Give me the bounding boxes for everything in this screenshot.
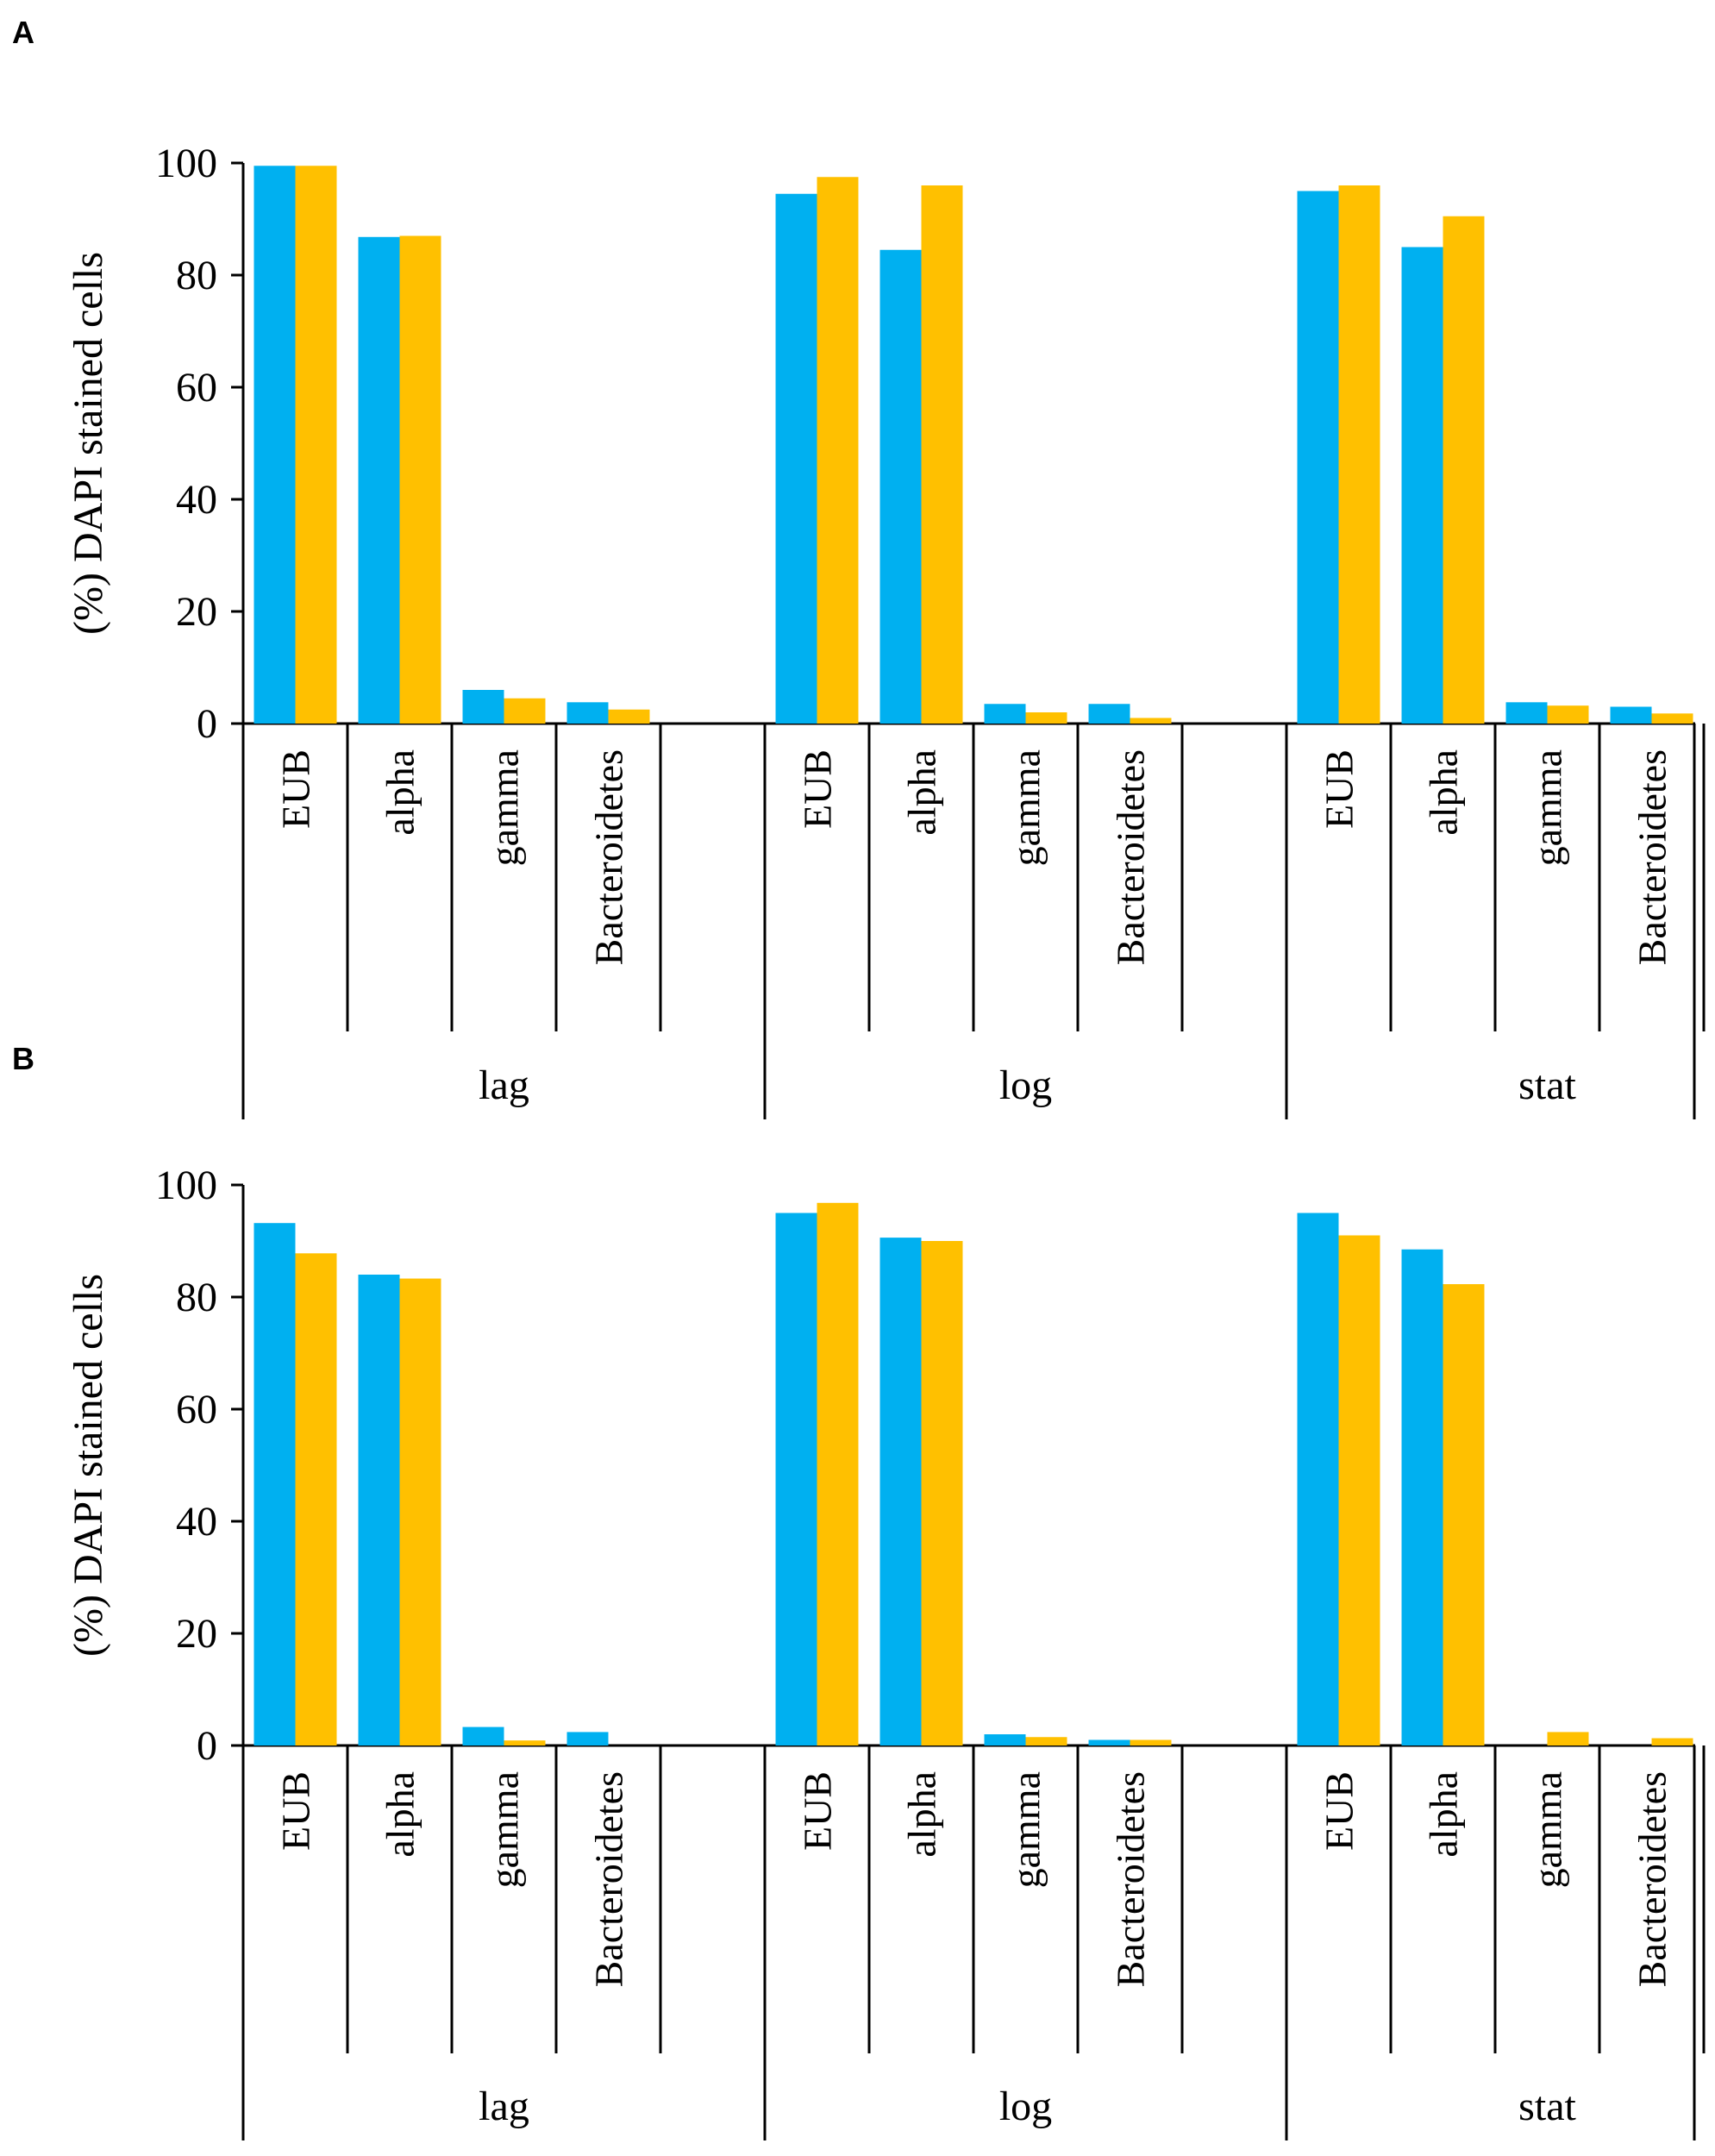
bar-stat-eub-series-1: [1297, 1213, 1339, 1745]
category-label: gamma: [1005, 749, 1048, 866]
y-tick-label: 40: [176, 477, 217, 523]
bar-stat-eub-series-2: [1338, 185, 1380, 724]
category-label: Bacteroidetes: [587, 749, 631, 965]
bar-lag-eub-series-2: [295, 1253, 337, 1745]
category-label: Bacteroidetes: [1109, 1771, 1153, 1987]
category-label: alpha: [1422, 1771, 1466, 1858]
category-label: gamma: [1526, 1771, 1570, 1888]
category-label: alpha: [379, 749, 422, 836]
bar-stat-eub-series-2: [1338, 1235, 1380, 1745]
bar-log-eub-series-1: [775, 1213, 817, 1745]
bar-stat-gamma-series-2: [1547, 705, 1589, 724]
bar-lag-alpha-series-1: [358, 1275, 400, 1745]
bar-log-alpha-series-2: [921, 185, 963, 724]
phase-label: stat: [1518, 1062, 1576, 1108]
bar-log-bacteroidetes-series-1: [1088, 704, 1130, 724]
category-label: gamma: [1526, 749, 1570, 866]
phase-label: lag: [479, 2084, 529, 2129]
bar-lag-bacteroidetes-series-2: [608, 709, 650, 724]
bar-log-gamma-series-2: [1025, 1737, 1067, 1745]
category-label: Bacteroidetes: [1109, 749, 1153, 965]
bar-stat-alpha-series-1: [1401, 1249, 1443, 1745]
category-label: gamma: [1005, 1771, 1048, 1888]
y-tick-label: 40: [176, 1499, 217, 1545]
panel-letter: B: [12, 1041, 34, 1076]
category-label: EUB: [796, 749, 840, 829]
y-tick-label: 100: [155, 141, 217, 186]
y-axis-title: (%) DAPI stained cells: [66, 1274, 111, 1657]
bar-stat-gamma-series-2: [1547, 1732, 1589, 1745]
y-tick-label: 20: [176, 1611, 217, 1657]
phase-label: lag: [479, 1062, 529, 1108]
bar-stat-gamma-series-1: [1505, 702, 1548, 724]
bar-log-alpha-series-1: [879, 249, 922, 724]
bar-stat-alpha-series-2: [1443, 216, 1485, 724]
category-label: EUB: [274, 749, 318, 829]
bar-stat-alpha-series-1: [1401, 247, 1443, 724]
bar-log-alpha-series-2: [921, 1241, 963, 1745]
y-tick-label: 0: [197, 701, 217, 747]
y-tick-label: 100: [155, 1163, 217, 1208]
y-tick-label: 0: [197, 1723, 217, 1769]
y-tick-label: 80: [176, 1275, 217, 1320]
bar-stat-bacteroidetes-series-2: [1651, 1738, 1693, 1745]
bar-log-eub-series-2: [817, 1202, 859, 1745]
category-label: EUB: [274, 1771, 318, 1851]
bar-lag-bacteroidetes-series-1: [566, 1732, 609, 1745]
category-label: alpha: [379, 1771, 422, 1858]
bar-log-eub-series-1: [775, 193, 817, 724]
category-label: gamma: [483, 749, 527, 866]
y-tick-label: 60: [176, 365, 217, 411]
bar-stat-bacteroidetes-series-2: [1651, 713, 1693, 724]
y-tick-label: 60: [176, 1387, 217, 1432]
bar-lag-bacteroidetes-series-1: [566, 702, 609, 724]
bar-log-alpha-series-1: [879, 1238, 922, 1745]
bar-lag-gamma-series-2: [504, 1740, 546, 1745]
bar-log-bacteroidetes-series-1: [1088, 1739, 1130, 1745]
bar-lag-gamma-series-1: [462, 1727, 504, 1745]
bar-log-gamma-series-2: [1025, 712, 1067, 724]
category-label: alpha: [900, 1771, 944, 1858]
category-label: Bacteroidetes: [587, 1771, 631, 1987]
bar-lag-eub-series-1: [253, 166, 296, 724]
panel-letter: A: [12, 15, 34, 50]
bar-lag-eub-series-2: [295, 166, 337, 724]
category-label: Bacteroidetes: [1631, 1771, 1674, 1987]
category-label: Bacteroidetes: [1631, 749, 1674, 965]
category-label: alpha: [900, 749, 944, 836]
category-label: EUB: [1318, 1771, 1361, 1851]
phase-label: log: [999, 1062, 1052, 1108]
bar-lag-gamma-series-2: [504, 698, 546, 724]
bar-log-bacteroidetes-series-2: [1130, 718, 1172, 724]
bar-log-gamma-series-1: [984, 1734, 1026, 1745]
bar-lag-eub-series-1: [253, 1223, 296, 1745]
bar-stat-eub-series-1: [1297, 191, 1339, 724]
category-label: gamma: [483, 1771, 527, 1888]
y-tick-label: 20: [176, 589, 217, 635]
category-label: EUB: [796, 1771, 840, 1851]
bar-log-gamma-series-1: [984, 704, 1026, 724]
category-label: alpha: [1422, 749, 1466, 836]
y-tick-label: 80: [176, 253, 217, 298]
bar-stat-alpha-series-2: [1443, 1284, 1485, 1745]
phase-label: log: [999, 2084, 1052, 2129]
y-axis-title: (%) DAPI stained cells: [66, 252, 111, 635]
category-label: EUB: [1318, 749, 1361, 829]
bar-lag-alpha-series-1: [358, 236, 400, 724]
phase-label: stat: [1518, 2084, 1576, 2129]
bar-log-eub-series-2: [817, 177, 859, 724]
bar-lag-alpha-series-2: [399, 1278, 441, 1745]
bar-lag-alpha-series-2: [399, 235, 441, 724]
bar-log-bacteroidetes-series-2: [1130, 1739, 1172, 1745]
bar-lag-gamma-series-1: [462, 690, 504, 724]
bar-stat-bacteroidetes-series-1: [1610, 706, 1652, 724]
